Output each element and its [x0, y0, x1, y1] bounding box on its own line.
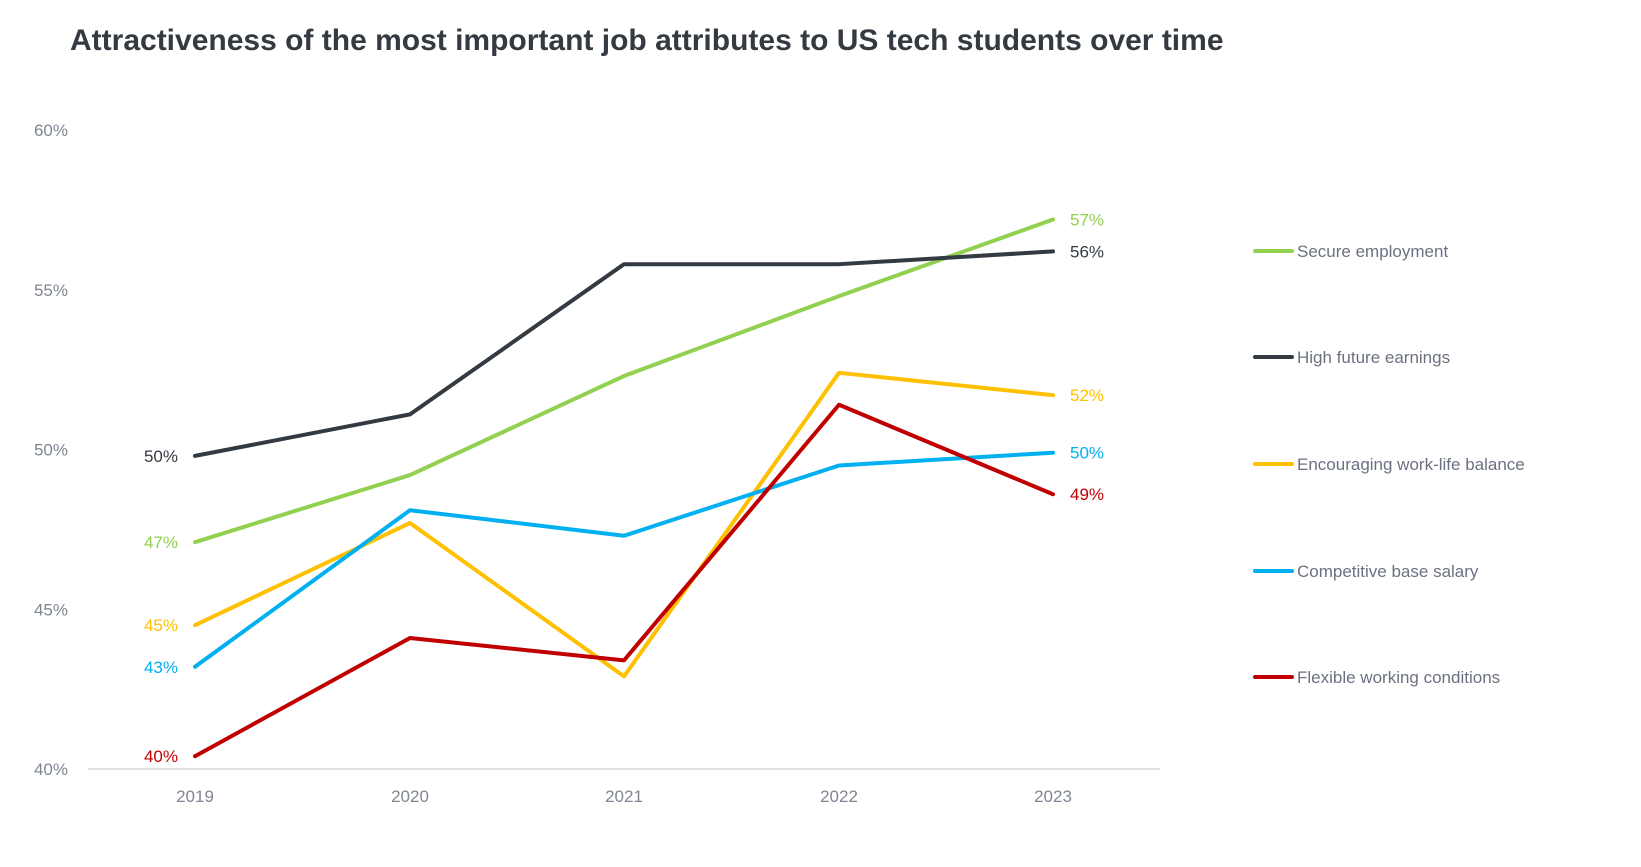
x-tick-label: 2020 [391, 787, 429, 806]
chart-title: Attractiveness of the most important job… [70, 24, 1224, 57]
data-label-end: 52% [1070, 386, 1104, 405]
data-label-end: 56% [1070, 242, 1104, 261]
y-tick-label: 45% [34, 600, 68, 619]
data-label-start: 45% [144, 616, 178, 635]
y-tick-label: 60% [34, 121, 68, 140]
x-tick-label: 2022 [820, 787, 858, 806]
data-label-start: 40% [144, 747, 178, 766]
y-tick-label: 40% [34, 760, 68, 779]
data-label-end: 50% [1070, 444, 1104, 463]
series-line [193, 450, 1055, 669]
data-label-end: 57% [1070, 210, 1104, 229]
series-line [193, 402, 1055, 759]
series-line [193, 217, 1055, 545]
data-label-start: 50% [144, 447, 178, 466]
y-tick-label: 55% [34, 281, 68, 300]
data-label-end: 49% [1070, 485, 1104, 504]
series-line [193, 249, 1055, 458]
x-tick-label: 2021 [605, 787, 643, 806]
legend-label: Secure employment [1297, 242, 1448, 261]
data-label-start: 47% [144, 533, 178, 552]
legend-label: Encouraging work-life balance [1297, 455, 1525, 474]
x-tick-label: 2023 [1034, 787, 1072, 806]
legend-label: High future earnings [1297, 348, 1450, 367]
x-tick-label: 2019 [176, 787, 214, 806]
y-tick-label: 50% [34, 441, 68, 460]
series-line [193, 370, 1055, 679]
legend-label: Flexible working conditions [1297, 668, 1500, 687]
legend-label: Competitive base salary [1297, 562, 1479, 581]
data-label-start: 43% [144, 658, 178, 677]
